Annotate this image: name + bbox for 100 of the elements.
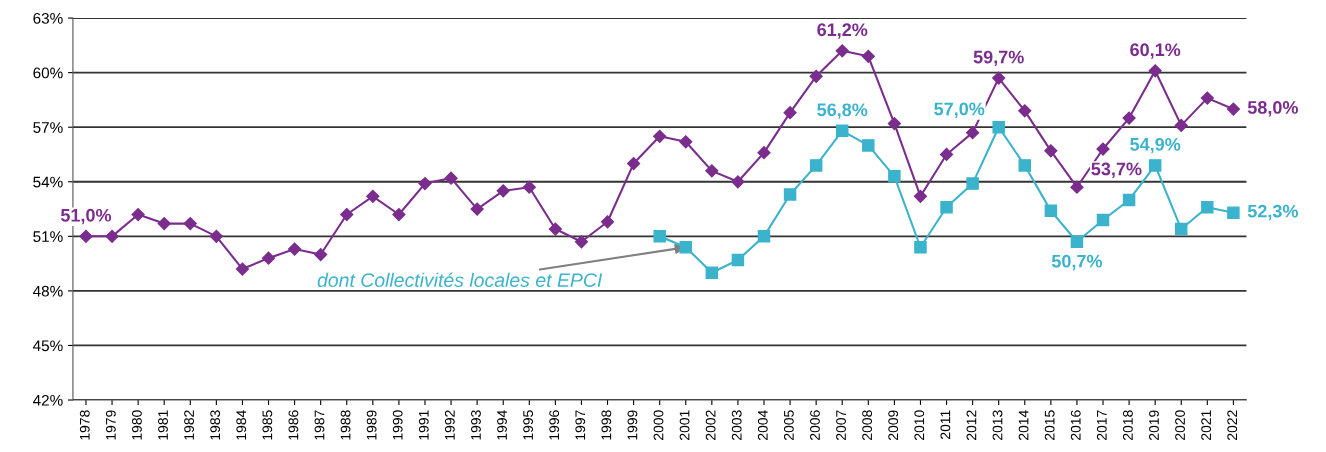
x-tick-label: 2020 — [1175, 410, 1185, 440]
point — [757, 230, 771, 243]
point — [209, 229, 223, 243]
x-tick-label: 1980 — [132, 410, 142, 440]
x-tick-label: 2019 — [1149, 410, 1159, 440]
x-tick-label: 2012 — [966, 410, 977, 440]
point — [522, 180, 536, 194]
point — [679, 240, 693, 254]
point — [1070, 235, 1084, 249]
x-tick-label: 1997 — [575, 410, 586, 440]
y-tick-label: 45% — [32, 340, 63, 352]
point — [1018, 159, 1032, 172]
x-tick-label: 2022 — [1227, 410, 1238, 440]
x-tick-label: 1989 — [366, 410, 377, 440]
point — [887, 116, 901, 131]
x-tick-label: 2004 — [757, 410, 768, 440]
point — [783, 106, 797, 120]
point — [1174, 222, 1188, 236]
point — [574, 235, 589, 249]
x-tick-label: 2010 — [914, 410, 925, 440]
point — [966, 177, 979, 190]
y-tick-label: 63% — [33, 12, 63, 24]
x-tick-label: 1998 — [601, 410, 612, 440]
point — [705, 164, 719, 178]
x-tick-label: 2013 — [992, 410, 1003, 440]
point — [314, 247, 328, 262]
point — [444, 171, 458, 185]
point — [627, 156, 641, 171]
y-tick-label: 57% — [33, 122, 63, 133]
y-tick-label: 60% — [33, 67, 63, 79]
x-tick-label: 1984 — [236, 410, 247, 440]
x-tick-label: 1987 — [314, 410, 325, 440]
data-label: 54,9% — [1130, 137, 1181, 154]
x-tick-label: 1982 — [184, 410, 195, 440]
x-tick-label: 2016 — [1070, 410, 1081, 440]
point — [679, 135, 693, 149]
point — [809, 159, 823, 172]
x-tick-label: 2007 — [836, 410, 846, 440]
point — [809, 69, 823, 83]
point — [914, 240, 927, 254]
point — [835, 124, 849, 138]
x-tick-label: 2003 — [731, 410, 742, 440]
x-tick-label: 2017 — [1096, 410, 1107, 440]
y-tick-label: 51% — [33, 231, 63, 243]
point — [966, 126, 980, 140]
point — [1044, 144, 1058, 158]
x-tick-label: 1986 — [288, 410, 299, 440]
x-tick-label: 2000 — [653, 410, 664, 440]
point — [131, 207, 145, 222]
x-tick-label: 1994 — [497, 410, 507, 440]
point — [653, 129, 667, 143]
point — [1226, 102, 1240, 116]
data-label: 61,2% — [817, 23, 868, 39]
x-tick-label: 2009 — [888, 410, 899, 440]
point — [1174, 118, 1188, 132]
point — [261, 251, 276, 265]
point — [731, 253, 745, 267]
point — [600, 215, 615, 229]
x-tick-label: 1983 — [210, 410, 221, 440]
x-tick-label: 2001 — [679, 410, 690, 440]
x-tick-label: 2002 — [705, 410, 716, 440]
point — [548, 222, 562, 236]
point — [731, 175, 745, 189]
point — [653, 230, 666, 243]
point — [1122, 111, 1136, 125]
point — [157, 217, 171, 231]
y-tick-label: 48% — [32, 285, 63, 297]
x-tick-label: 1995 — [523, 410, 534, 440]
data-label: 60,1% — [1130, 43, 1181, 59]
point — [1018, 104, 1032, 118]
x-tick-label: 2014 — [1018, 410, 1029, 440]
point — [1096, 213, 1110, 227]
point — [470, 202, 484, 216]
point — [1148, 64, 1162, 78]
x-tick-label: 1999 — [627, 410, 638, 440]
data-label: 53,7% — [1091, 162, 1142, 178]
data-label: 52,3% — [1247, 204, 1299, 221]
point — [1070, 180, 1084, 194]
point — [1227, 206, 1240, 219]
x-tick-label: 2021 — [1201, 410, 1212, 440]
y-tick-label: 54% — [33, 176, 63, 188]
x-tick-label: 1985 — [262, 410, 273, 440]
data-label: 50,7% — [1051, 254, 1103, 271]
x-tick-label: 2006 — [810, 410, 820, 440]
point — [79, 229, 93, 243]
point — [1148, 159, 1162, 172]
point — [992, 71, 1006, 85]
point — [783, 188, 797, 201]
x-tick-label: 1988 — [340, 410, 351, 440]
data-label: 59,7% — [973, 50, 1024, 67]
point — [705, 266, 719, 279]
point — [105, 229, 119, 243]
x-tick-label: 1992 — [444, 410, 455, 440]
x-tick-label: 2011 — [940, 410, 951, 439]
point — [940, 200, 953, 214]
point — [939, 147, 954, 162]
point — [1044, 204, 1058, 218]
point — [861, 49, 875, 63]
annotation: dont Collectivités locales et EPCI — [317, 272, 603, 288]
x-tick-label: 2018 — [1122, 410, 1133, 440]
